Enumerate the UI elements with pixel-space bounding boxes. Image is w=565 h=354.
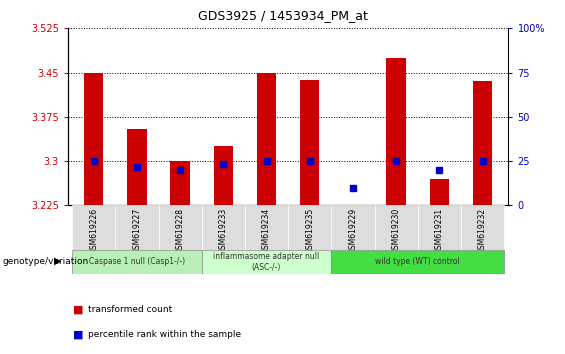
Bar <box>429 179 449 205</box>
Bar <box>171 161 190 205</box>
Bar <box>84 73 103 205</box>
Bar <box>202 250 331 274</box>
Bar <box>473 81 492 205</box>
Text: percentile rank within the sample: percentile rank within the sample <box>88 330 241 339</box>
Text: GSM619231: GSM619231 <box>435 207 444 254</box>
Text: GSM619227: GSM619227 <box>132 207 141 254</box>
Text: GSM619232: GSM619232 <box>478 207 487 254</box>
Bar <box>418 205 461 250</box>
Bar <box>331 250 504 274</box>
Bar <box>127 129 147 205</box>
Text: GSM619229: GSM619229 <box>349 207 358 254</box>
Text: wild type (WT) control: wild type (WT) control <box>375 257 460 267</box>
Text: GSM619228: GSM619228 <box>176 207 185 253</box>
Text: GSM619235: GSM619235 <box>305 207 314 254</box>
Bar <box>159 205 202 250</box>
Bar <box>202 205 245 250</box>
Bar <box>72 250 202 274</box>
Bar <box>300 80 319 205</box>
Bar <box>288 205 331 250</box>
Text: ■: ■ <box>73 305 84 315</box>
Text: GSM619234: GSM619234 <box>262 207 271 254</box>
Text: GSM619230: GSM619230 <box>392 207 401 254</box>
Text: genotype/variation: genotype/variation <box>3 257 89 266</box>
Bar <box>331 205 375 250</box>
Bar <box>257 73 276 205</box>
Text: transformed count: transformed count <box>88 305 172 314</box>
Text: GDS3925 / 1453934_PM_at: GDS3925 / 1453934_PM_at <box>198 9 367 22</box>
Text: ■: ■ <box>73 330 84 339</box>
Bar <box>214 146 233 205</box>
Text: inflammasome adapter null
(ASC-/-): inflammasome adapter null (ASC-/-) <box>214 252 320 272</box>
Bar <box>461 205 504 250</box>
Bar <box>375 205 418 250</box>
Text: ▶: ▶ <box>54 256 61 266</box>
Bar <box>115 205 159 250</box>
Bar <box>72 205 115 250</box>
Text: GSM619226: GSM619226 <box>89 207 98 254</box>
Text: Caspase 1 null (Casp1-/-): Caspase 1 null (Casp1-/-) <box>89 257 185 267</box>
Bar <box>245 205 288 250</box>
Text: GSM619233: GSM619233 <box>219 207 228 254</box>
Bar <box>386 58 406 205</box>
